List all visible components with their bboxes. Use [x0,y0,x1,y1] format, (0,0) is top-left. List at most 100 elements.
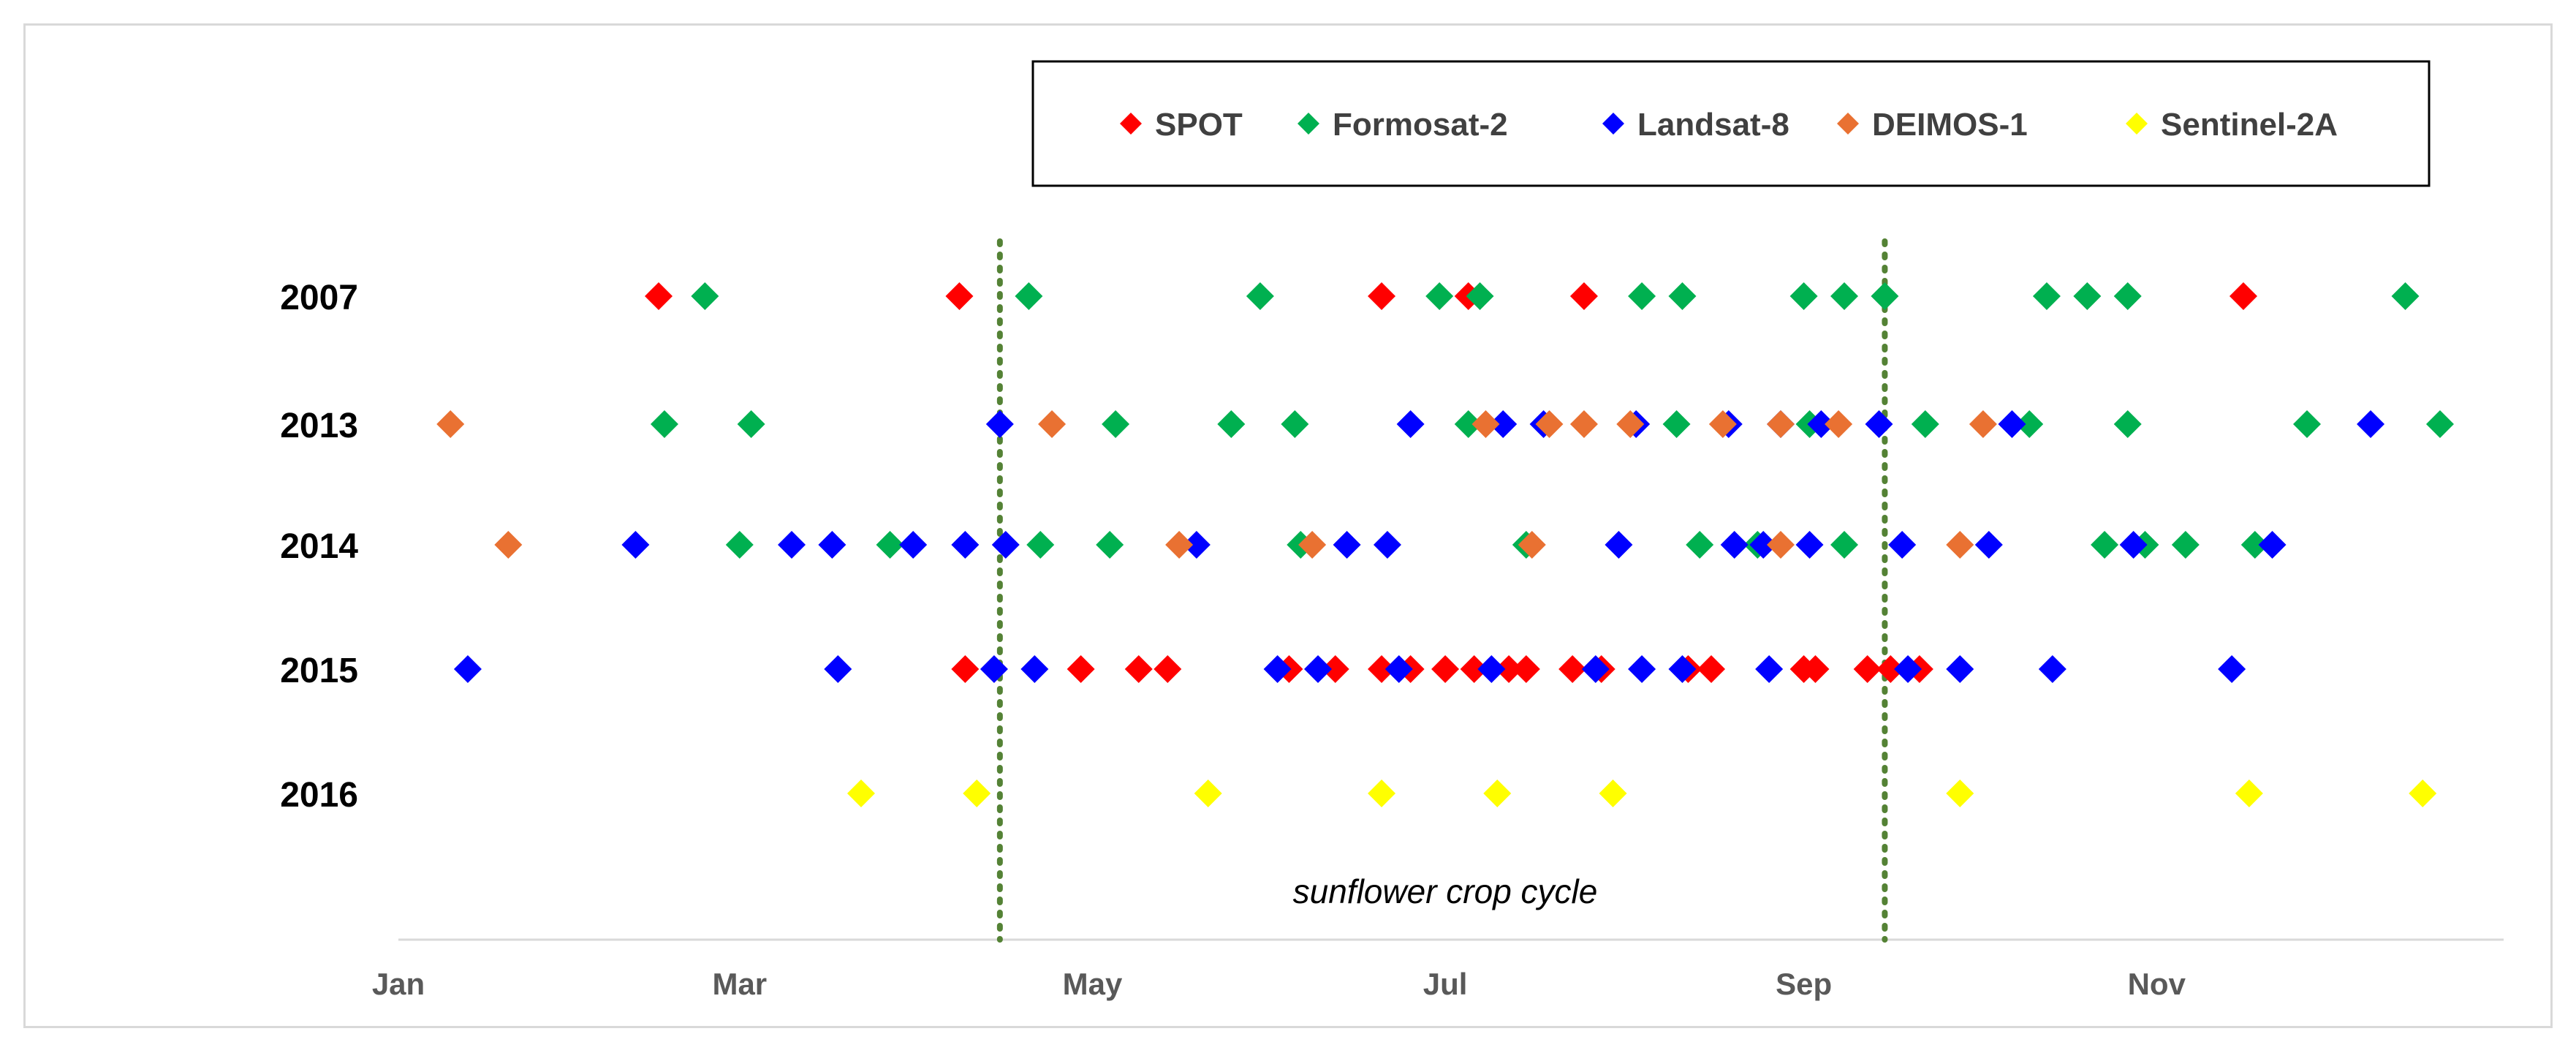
point-formosat-2-2007 [1789,282,1818,310]
point-deimos-1-2013 [1825,410,1853,438]
legend-entries: SPOT Formosat-2 Landsat-8 DEIMOS-1 Sentinel-… [1120,107,2338,143]
point-deimos-1-2014 [1766,531,1795,559]
point-sentinel-2a-2016 [1194,780,1222,807]
point-formosat-2-2013 [2113,410,2142,438]
point-landsat-8-2015 [1304,655,1333,683]
point-landsat-8-2014 [1373,531,1401,559]
point-spot-2015 [1495,655,1523,683]
point-landsat-8-2015 [980,655,1008,683]
crop-cycle-lines [996,238,1888,943]
legend-label-deimos-1: DEIMOS-1 [1872,107,2028,143]
point-spot-2015 [1431,655,1460,683]
point-landsat-8-2015 [1894,655,1922,683]
point-spot-2007 [645,282,673,310]
point-formosat-2-2014 [876,531,904,559]
legend-item-spot: SPOT [1120,107,1243,143]
point-landsat-8-2015 [1384,655,1413,683]
point-landsat-8-2014 [1888,531,1917,559]
point-formosat-2-2007 [691,282,719,310]
point-formosat-2-2007 [1246,282,1274,310]
point-spot-2015 [951,655,980,683]
point-deimos-1-2013 [1708,410,1737,438]
point-spot-2015 [1853,655,1882,683]
point-sentinel-2a-2016 [1946,780,1974,807]
point-deimos-1-2014 [1298,531,1327,559]
legend-marker-formosat-2 [1298,113,1319,135]
point-formosat-2-2007 [1628,282,1656,310]
point-sentinel-2a-2016 [846,780,875,807]
point-landsat-8-2015 [2218,655,2246,683]
point-spot-2015 [1153,655,1182,683]
point-landsat-8-2015 [1581,655,1610,683]
legend-label-landsat-8: Landsat-8 [1637,107,1789,143]
point-formosat-2-2007 [1466,282,1494,310]
point-landsat-8-2015 [1755,655,1784,683]
legend-item-formosat-2: Formosat-2 [1298,107,1508,143]
point-landsat-8-2014 [951,531,980,559]
point-landsat-8-2015 [1477,655,1506,683]
month-labels: Jan Mar May Jul Sep Nov [372,967,2186,1001]
point-landsat-8-2013 [1807,410,1836,438]
point-landsat-8-2014 [2258,531,2287,559]
legend-label-sentinel-2a: Sentinel-2A [2161,107,2338,143]
point-deimos-1-2013 [1535,410,1564,438]
point-deimos-1-2014 [1165,531,1194,559]
month-label-sep: Sep [1776,967,1832,1001]
point-landsat-8-2014 [2119,531,2148,559]
point-formosat-2-2013 [2425,410,2454,438]
legend-item-deimos-1: DEIMOS-1 [1837,107,2028,143]
point-landsat-8-2013 [1998,410,2026,438]
chart-frame: SPOT Formosat-2 Landsat-8 DEIMOS-1 Sentinel-… [23,23,2553,1028]
legend: SPOT Formosat-2 Landsat-8 DEIMOS-1 Sentinel-… [1031,60,2431,187]
year-label-2007: 2007 [280,279,358,317]
legend-item-sentinel-2a: Sentinel-2A [2126,107,2338,143]
point-landsat-8-2013 [985,410,1014,438]
point-landsat-8-2015 [1020,655,1049,683]
point-sentinel-2a-2016 [1483,780,1512,807]
point-spot-2007 [945,282,974,310]
point-landsat-8-2014 [1720,531,1749,559]
point-spot-2007 [1368,282,1396,310]
point-spot-2015 [1368,655,1396,683]
point-formosat-2-2013 [1454,410,1482,438]
year-label-2014: 2014 [280,527,358,566]
point-landsat-8-2013 [1865,410,1893,438]
point-formosat-2-2014 [725,531,754,559]
point-landsat-8-2014 [1795,531,1824,559]
point-spot-2015 [1558,655,1587,683]
legend-marker-landsat-8 [1602,113,1624,135]
point-spot-2015 [1789,655,1818,683]
point-landsat-8-2015 [1946,655,1974,683]
point-landsat-8-2015 [1628,655,1656,683]
point-formosat-2-2014 [2240,531,2269,559]
point-formosat-2-2013 [650,410,678,438]
point-sentinel-2a-2016 [1599,780,1627,807]
chart-svg: SPOT Formosat-2 Landsat-8 DEIMOS-1 Sentinel-… [280,60,2504,1001]
point-spot-2015 [1460,655,1488,683]
point-formosat-2-2014 [1096,531,1124,559]
point-formosat-2-2013 [1217,410,1246,438]
year-label-2015: 2015 [280,652,358,690]
point-sentinel-2a-2016 [2409,780,2437,807]
year-labels: 2007 2013 2014 2015 2016 [280,279,358,815]
point-deimos-1-2013 [1471,410,1500,438]
point-spot-2015 [1067,655,1095,683]
legend-marker-sentinel-2a [2126,113,2148,135]
point-formosat-2-2013 [1662,410,1691,438]
point-deimos-1-2013 [1766,410,1795,438]
point-sentinel-2a-2016 [2235,780,2263,807]
crop-cycle-label: sunflower crop cycle [1293,872,1598,910]
point-landsat-8-2014 [1749,531,1778,559]
data-points [436,282,2454,807]
point-formosat-2-2007 [2391,282,2420,310]
point-landsat-8-2014 [621,531,650,559]
month-label-jul: Jul [1423,967,1468,1001]
point-landsat-8-2013 [1489,410,1518,438]
point-landsat-8-2013 [2357,410,2385,438]
point-landsat-8-2014 [1333,531,1361,559]
point-formosat-2-2013 [2015,410,2044,438]
point-landsat-8-2014 [899,531,928,559]
legend-marker-spot [1120,113,1142,135]
point-formosat-2-2013 [1102,410,1130,438]
point-landsat-8-2015 [453,655,482,683]
